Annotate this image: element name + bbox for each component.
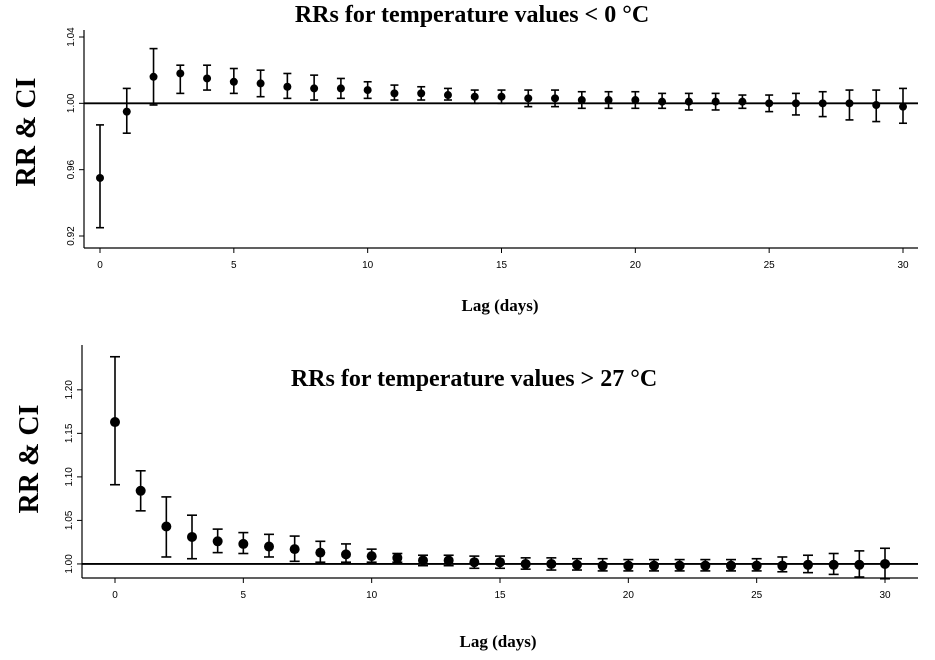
data-point (803, 559, 813, 570)
data-point (203, 74, 212, 83)
x-tick-label: 0 (112, 590, 118, 601)
data-point (631, 96, 640, 105)
data-point (469, 557, 480, 568)
data-point (854, 559, 865, 570)
data-point (390, 89, 399, 98)
y-tick-label: 1.00 (66, 93, 77, 113)
data-point (765, 99, 774, 108)
y-tick-label: 1.05 (64, 510, 75, 530)
data-point (597, 560, 608, 571)
data-point (443, 91, 452, 100)
x-tick-label: 30 (897, 260, 909, 271)
data-point (187, 531, 197, 542)
x-tick-label: 15 (494, 590, 506, 601)
data-point (572, 559, 582, 570)
data-point (700, 560, 711, 571)
y-tick-label: 0.92 (66, 226, 77, 246)
data-point (711, 97, 720, 106)
x-tick-label: 10 (362, 260, 374, 271)
x-tick-label: 10 (366, 590, 378, 601)
data-point (604, 96, 613, 105)
data-point (818, 99, 827, 108)
data-point (264, 541, 274, 552)
data-point (845, 99, 854, 108)
data-point (417, 89, 426, 98)
x-axis-label: Lag (days) (461, 296, 539, 315)
x-tick-label: 15 (496, 260, 508, 271)
data-point (872, 100, 881, 109)
data-point (310, 84, 319, 93)
data-point (363, 86, 372, 95)
data-point (520, 558, 531, 569)
data-point (777, 560, 788, 571)
y-tick-label: 1.20 (64, 380, 75, 400)
data-point (238, 538, 249, 549)
x-tick-label: 5 (231, 260, 237, 271)
chart-panel-high-temp: RRs for temperature values > 27 °C RR & … (0, 325, 935, 660)
data-point (577, 96, 586, 105)
data-point (135, 485, 146, 496)
data-point (623, 560, 634, 571)
x-tick-label: 5 (241, 590, 247, 601)
data-point (256, 79, 265, 88)
data-point (828, 559, 839, 570)
data-point (791, 99, 800, 108)
data-point (418, 555, 428, 566)
y-tick-label: 1.04 (66, 27, 77, 47)
data-point (674, 560, 685, 571)
y-tick-label: 1.15 (64, 423, 75, 443)
data-point (96, 173, 104, 182)
data-point (392, 552, 403, 563)
data-point (289, 544, 300, 555)
chart-title: RRs for temperature values > 27 °C (290, 366, 658, 392)
data-point (899, 102, 907, 111)
y-tick-label: 1.10 (64, 467, 75, 487)
data-point (341, 549, 351, 560)
data-point (658, 97, 667, 106)
data-point (495, 557, 505, 568)
x-tick-label: 25 (764, 260, 776, 271)
data-point (470, 92, 479, 101)
data-point (649, 560, 659, 571)
data-point (443, 555, 454, 566)
y-tick-label: 1.00 (64, 554, 75, 574)
data-point (149, 72, 158, 81)
x-tick-label: 25 (751, 590, 763, 601)
x-tick-label: 0 (97, 260, 103, 271)
data-point (551, 94, 560, 103)
data-point (161, 521, 172, 532)
x-tick-label: 30 (879, 590, 891, 601)
data-point (366, 551, 377, 562)
data-point (497, 92, 506, 101)
data-point (229, 77, 238, 86)
data-point (336, 84, 345, 93)
data-point (315, 547, 326, 558)
chart-plot-area: 1.00 1.05 1.10 1.15 1.20 0 5 10 15 20 25 30 (64, 345, 918, 601)
data-point (726, 560, 736, 571)
data-point (122, 107, 131, 116)
data-point (110, 417, 120, 428)
chart-title: RRs for temperature values < 0 °C (294, 2, 650, 28)
x-axis-label: Lag (days) (459, 632, 537, 651)
data-point (738, 97, 747, 106)
x-tick-label: 20 (623, 590, 635, 601)
x-tick-label: 20 (630, 260, 642, 271)
data-point (684, 97, 693, 106)
y-tick-label: 0.96 (66, 159, 77, 179)
data-point (751, 560, 762, 571)
data-point (212, 536, 223, 547)
chart-plot-area: 0.92 0.96 1.00 1.04 0 5 10 15 20 25 30 (66, 27, 918, 271)
data-point (880, 558, 890, 569)
data-point (176, 69, 185, 78)
data-point (546, 558, 557, 569)
data-point (283, 82, 292, 91)
chart-panel-low-temp: RRs for temperature values < 0 °C RR & C… (0, 0, 935, 325)
data-point (524, 94, 533, 103)
